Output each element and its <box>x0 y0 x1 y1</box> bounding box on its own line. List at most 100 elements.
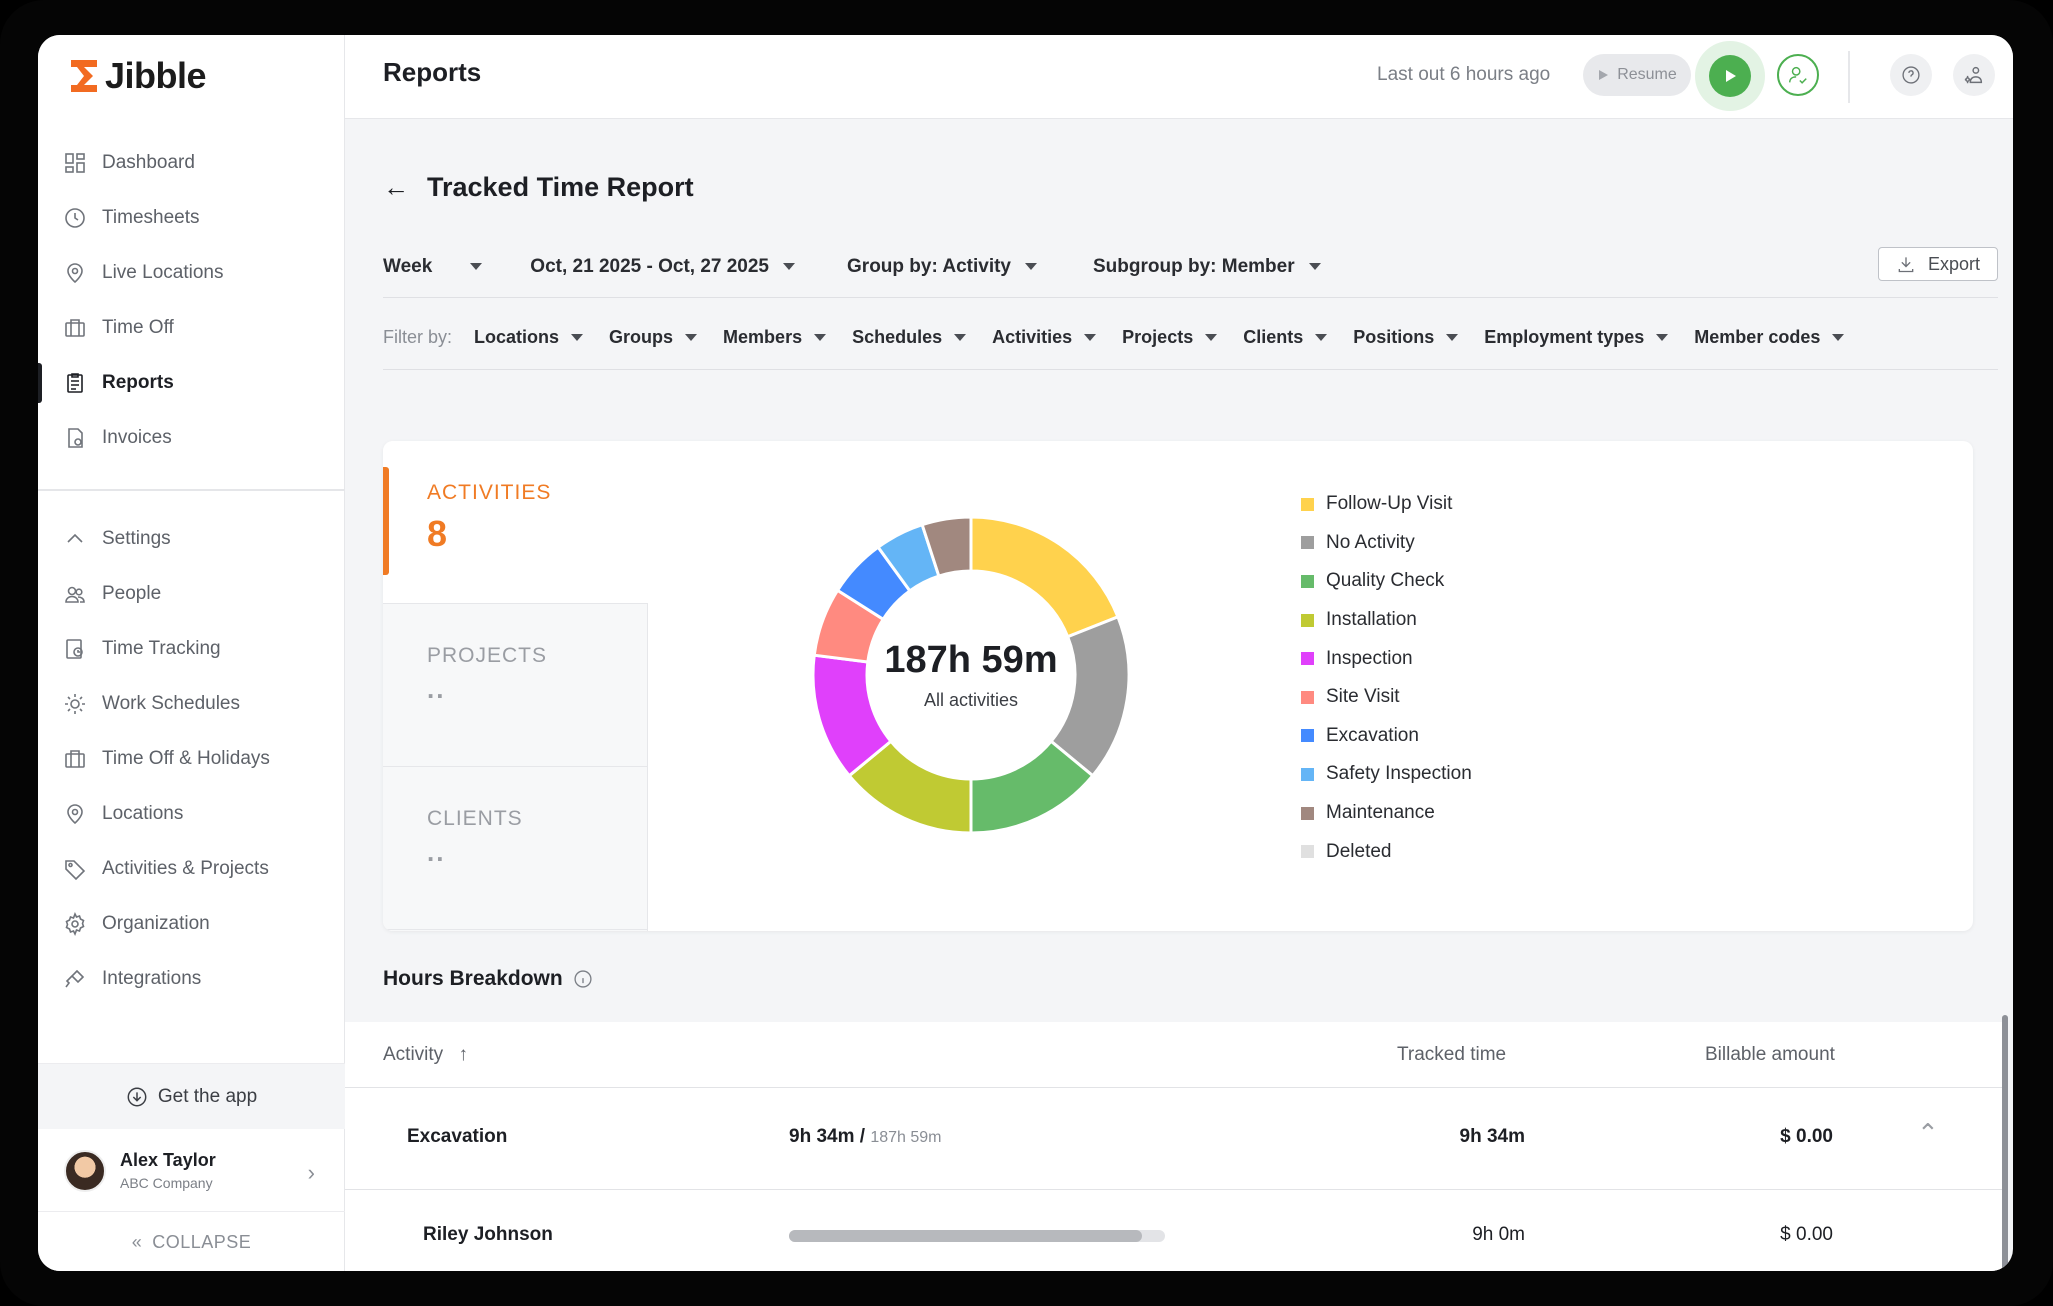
sidebar-item-time-tracking[interactable]: Time Tracking <box>38 621 345 676</box>
filter-activities[interactable]: Activities <box>992 327 1097 348</box>
filter-label: Schedules <box>852 327 943 347</box>
sidebar-item-dashboard[interactable]: Dashboard <box>38 135 345 190</box>
chevron-up-icon[interactable]: ⌃ <box>1917 1118 1939 1148</box>
legend-label: Installation <box>1326 609 1417 631</box>
invoice-icon <box>62 425 88 451</box>
legend-item[interactable]: Maintenance <box>1301 794 1472 833</box>
legend-swatch <box>1301 574 1314 588</box>
filter-positions[interactable]: Positions <box>1353 327 1459 348</box>
sidebar-item-people[interactable]: People <box>38 566 345 621</box>
export-button[interactable]: Export <box>1878 247 1998 281</box>
resume-button[interactable]: Resume <box>1583 54 1691 96</box>
legend-item[interactable]: No Activity <box>1301 524 1472 563</box>
sidebar-item-invoices[interactable]: Invoices <box>38 410 345 465</box>
clock-in-button[interactable] <box>1709 55 1751 97</box>
jibble-logo-icon <box>71 60 97 92</box>
back-arrow-icon[interactable]: ← <box>383 172 409 202</box>
column-activity[interactable]: Activity ↑ <box>383 1044 468 1066</box>
caret-down-icon <box>814 334 827 341</box>
column-tracked-time[interactable]: Tracked time <box>1397 1044 1507 1065</box>
caret-down-icon <box>1446 334 1459 341</box>
sidebar-item-organization[interactable]: Organization <box>38 896 345 951</box>
report-header: ← Tracked Time Report <box>383 172 694 203</box>
get-the-app-button[interactable]: Get the app <box>38 1063 345 1129</box>
download-circle-icon <box>127 1087 147 1106</box>
legend-item[interactable]: Quality Check <box>1301 562 1472 601</box>
filter-employment-types[interactable]: Employment types <box>1484 327 1669 348</box>
donut-slice-maintenance[interactable] <box>920 515 973 578</box>
user-company: ABC Company <box>120 1175 213 1191</box>
filter-groups[interactable]: Groups <box>609 327 698 348</box>
sidebar-item-label: Time Off <box>102 316 174 338</box>
filter-projects[interactable]: Projects <box>1122 327 1218 348</box>
summary-tabs: ACTIVITIES 8 PROJECTS .. CLIENTS .. <box>383 441 648 931</box>
group-by-value: Group by: Activity <box>847 255 1011 277</box>
group-by-select[interactable]: Group by: Activity <box>847 256 1037 278</box>
legend-item[interactable]: Site Visit <box>1301 678 1472 717</box>
sidebar-item-label: Integrations <box>102 967 202 989</box>
sidebar-item-label: Work Schedules <box>102 692 240 714</box>
legend-label: Site Visit <box>1326 686 1400 708</box>
chevron-right-icon: › <box>307 1160 315 1185</box>
sidebar-item-time-off[interactable]: Time Off <box>38 300 345 355</box>
filter-member-codes[interactable]: Member codes <box>1694 327 1845 348</box>
play-small-icon <box>1599 70 1609 80</box>
legend-item[interactable]: Installation <box>1301 601 1472 640</box>
tab-activities[interactable]: ACTIVITIES 8 <box>383 441 648 604</box>
question-icon <box>1902 66 1920 84</box>
subgroup-by-select[interactable]: Subgroup by: Member <box>1093 256 1321 278</box>
caret-down-icon <box>1308 263 1321 270</box>
legend-item[interactable]: Excavation <box>1301 717 1472 756</box>
last-out-status: Last out 6 hours ago <box>1377 64 1551 85</box>
briefcase-icon <box>62 746 88 772</box>
date-range-select[interactable]: Oct, 21 2025 - Oct, 27 2025 <box>530 255 796 278</box>
sidebar-item-timesheets[interactable]: Timesheets <box>38 190 345 245</box>
filter-label: Employment types <box>1484 327 1645 347</box>
sidebar-item-activities-projects[interactable]: Activities & Projects <box>38 841 345 896</box>
column-billable-amount[interactable]: Billable amount <box>1705 1044 1835 1065</box>
table-row[interactable]: Excavation 9h 34m / 187h 59m 9h 34m $ 0.… <box>345 1088 2005 1190</box>
briefcase-icon <box>62 315 88 341</box>
filter-locations[interactable]: Locations <box>474 327 584 348</box>
sidebar-item-label: Dashboard <box>102 151 195 173</box>
sidebar-item-reports[interactable]: Reports <box>38 355 345 410</box>
clock-in-member-button[interactable] <box>1777 54 1819 96</box>
sort-arrow-up-icon: ↑ <box>458 1044 468 1065</box>
info-icon[interactable] <box>573 969 593 989</box>
user-profile[interactable]: Alex Taylor ABC Company › <box>38 1130 345 1212</box>
logo[interactable]: Jibble <box>69 55 207 97</box>
sidebar-item-label: Time Tracking <box>102 637 221 659</box>
clock-icon <box>62 205 88 231</box>
legend-swatch <box>1301 613 1314 627</box>
sidebar-item-work-schedules[interactable]: Work Schedules <box>38 676 345 731</box>
date-range-value: Oct, 21 2025 - Oct, 27 2025 <box>530 255 770 277</box>
legend-item[interactable]: Inspection <box>1301 639 1472 678</box>
caret-down-icon <box>571 334 584 341</box>
filter-schedules[interactable]: Schedules <box>852 327 967 348</box>
sidebar-item-time-off-holidays[interactable]: Time Off & Holidays <box>38 731 345 786</box>
clipboard-icon <box>62 370 88 396</box>
legend-item[interactable]: Safety Inspection <box>1301 755 1472 794</box>
legend-item[interactable]: Follow-Up Visit <box>1301 485 1472 524</box>
sidebar-item-integrations[interactable]: Integrations <box>38 951 345 1006</box>
tab-clients[interactable]: CLIENTS .. <box>383 767 648 930</box>
sidebar-item-settings[interactable]: Settings <box>38 511 345 566</box>
sidebar-item-locations[interactable]: Locations <box>38 786 345 841</box>
tab-projects[interactable]: PROJECTS .. <box>383 604 648 767</box>
location-pin-icon <box>62 801 88 827</box>
filter-label: Member codes <box>1694 327 1821 347</box>
period-select[interactable]: Week <box>383 256 483 278</box>
collapse-button[interactable]: « COLLAPSE <box>38 1213 345 1271</box>
filter-members[interactable]: Members <box>723 327 827 348</box>
donut-slice-follow-up-visit[interactable] <box>969 515 1120 639</box>
table-row[interactable]: Riley Johnson 9h 0m $ 0.00 <box>345 1190 2005 1271</box>
sun-icon <box>62 691 88 717</box>
help-button[interactable] <box>1890 54 1932 96</box>
legend-item[interactable]: Deleted <box>1301 832 1472 871</box>
sidebar-item-live-locations[interactable]: Live Locations <box>38 245 345 300</box>
caret-down-icon <box>1656 334 1669 341</box>
scrollbar[interactable] <box>2002 1015 2008 1271</box>
caret-down-icon <box>1315 334 1328 341</box>
account-settings-button[interactable] <box>1953 54 1995 96</box>
filter-clients[interactable]: Clients <box>1243 327 1328 348</box>
